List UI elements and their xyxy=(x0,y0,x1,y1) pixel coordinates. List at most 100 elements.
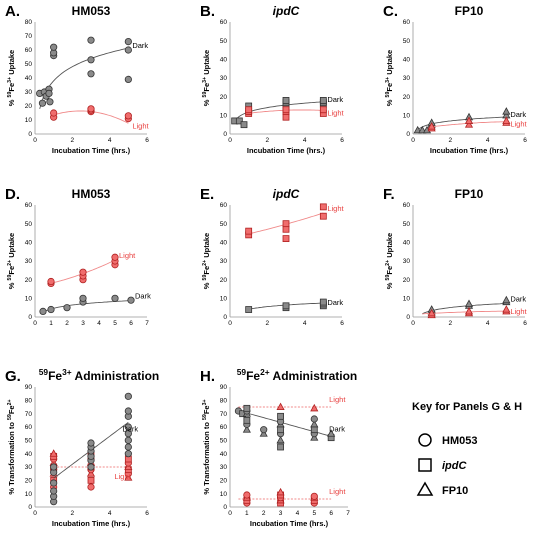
x-tick-label: 4 xyxy=(486,137,490,144)
x-tick-label: 2 xyxy=(262,510,266,517)
chart-title: HM053 xyxy=(72,4,111,18)
y-tick-label: 0 xyxy=(28,314,32,321)
series-light: Light xyxy=(47,251,136,287)
triangle-marker-icon xyxy=(416,481,434,496)
chart-title: FP10 xyxy=(455,4,484,18)
chart-panel-h: H. 59Fe2+ Administration01020304050607080… xyxy=(200,367,357,528)
series-label: Light xyxy=(510,120,527,129)
chart-title: 59Fe2+ Administration xyxy=(237,367,357,383)
y-tick-label: 50 xyxy=(25,61,33,68)
data-point xyxy=(111,253,119,261)
series-light: Light xyxy=(427,116,528,132)
data-point xyxy=(260,426,268,434)
x-tick-label: 6 xyxy=(523,137,527,144)
y-tick-label: 90 xyxy=(220,384,228,391)
chart-panel-c: C. FP10 0 10 20 30 40 50 60 0 2 4 6 Incubation Time (… xyxy=(383,3,528,155)
data-point xyxy=(38,99,47,107)
y-tick-label: 50 xyxy=(220,438,228,445)
data-point xyxy=(277,426,284,434)
data-point xyxy=(124,423,132,431)
chart-panel-g: G. 59Fe3+ Administration01020304050607080… xyxy=(5,367,159,528)
x-tick-label: 0 xyxy=(411,137,415,144)
data-point xyxy=(87,476,95,484)
y-tick-label: 20 xyxy=(220,478,228,485)
x-tick-label: 4 xyxy=(296,510,300,517)
y-tick-label: 30 xyxy=(25,258,33,265)
x-tick-label: 0 xyxy=(33,320,37,327)
x-tick-label: 0 xyxy=(228,137,232,144)
data-point xyxy=(124,112,132,120)
data-point xyxy=(277,443,284,451)
data-point xyxy=(276,487,285,496)
data-point xyxy=(47,277,55,286)
panel-label: E. xyxy=(200,186,214,203)
chart-title: HM053 xyxy=(72,187,111,201)
series-label: Light xyxy=(119,251,136,260)
y-tick-label: 70 xyxy=(25,33,33,40)
y-tick-label: 40 xyxy=(403,240,411,247)
x-tick-label: 4 xyxy=(303,137,307,144)
data-point xyxy=(282,97,290,104)
data-point xyxy=(111,294,119,302)
series-dark: Dark xyxy=(36,36,148,110)
y-tick-label: 0 xyxy=(223,504,227,511)
data-point xyxy=(282,235,290,243)
y-tick-label: 40 xyxy=(220,240,228,247)
data-point xyxy=(282,220,290,228)
data-point xyxy=(464,120,474,128)
y-axis-label: % 59Fe3+ Uptake xyxy=(385,50,394,106)
data-point xyxy=(310,426,318,434)
y-tick-label: 60 xyxy=(220,424,228,431)
y-tick-label: 40 xyxy=(25,75,33,82)
data-point xyxy=(124,46,132,54)
x-tick-label: 6 xyxy=(340,137,344,144)
x-tick-label: 2 xyxy=(266,137,270,144)
x-tick-label: 6 xyxy=(145,510,149,517)
x-tick-label: 7 xyxy=(346,510,350,517)
chart-title: 59Fe3+ Administration xyxy=(39,367,159,383)
y-tick-label: 80 xyxy=(25,398,33,405)
y-tick-label: 60 xyxy=(25,202,33,209)
chart-title: ipdC xyxy=(273,187,300,201)
y-tick-label: 40 xyxy=(25,240,33,247)
y-axis-label: % 59Fe3+ Uptake xyxy=(202,50,211,106)
data-point xyxy=(502,116,511,124)
series-label: Light xyxy=(510,307,527,316)
y-tick-label: 50 xyxy=(220,38,228,45)
y-tick-label: 0 xyxy=(223,131,227,138)
data-point xyxy=(245,106,253,114)
y-tick-label: 50 xyxy=(220,221,228,228)
series-label: Light xyxy=(132,121,149,130)
y-tick-label: 60 xyxy=(25,424,33,431)
y-tick-label: 40 xyxy=(220,57,228,64)
series-dark: Dark xyxy=(39,292,151,315)
chart-panel-a: A. HM053 0 10 20 30 40 50 60 70 80 0 2 4 6 Incubation T… xyxy=(5,3,150,155)
x-axis-label: Incubation Time (hrs.) xyxy=(52,519,131,528)
data-point xyxy=(124,450,132,458)
y-tick-label: 0 xyxy=(223,314,227,321)
data-point xyxy=(79,294,87,302)
data-point xyxy=(243,491,251,499)
y-tick-label: 20 xyxy=(25,277,33,284)
x-tick-label: 6 xyxy=(340,320,344,327)
data-point xyxy=(87,56,95,64)
panel-label: A. xyxy=(5,3,20,20)
y-tick-label: 0 xyxy=(28,131,32,138)
y-tick-label: 20 xyxy=(403,277,411,284)
y-tick-label: 20 xyxy=(25,478,33,485)
y-axis-label: % 59Fe3+ Uptake xyxy=(7,50,16,106)
y-tick-label: 20 xyxy=(403,94,411,101)
y-axis-label: % 59Fe2+ Uptake xyxy=(202,233,211,289)
y-tick-label: 30 xyxy=(403,258,411,265)
y-tick-label: 70 xyxy=(25,411,33,418)
y-tick-label: 10 xyxy=(403,113,411,120)
x-tick-label: 6 xyxy=(329,510,333,517)
y-tick-label: 10 xyxy=(220,113,228,120)
series-label: Dark xyxy=(135,292,151,301)
data-point xyxy=(276,402,285,411)
y-tick-label: 60 xyxy=(403,202,411,209)
y-tick-label: 40 xyxy=(25,451,33,458)
data-point xyxy=(235,117,243,125)
y-tick-label: 30 xyxy=(25,464,33,471)
